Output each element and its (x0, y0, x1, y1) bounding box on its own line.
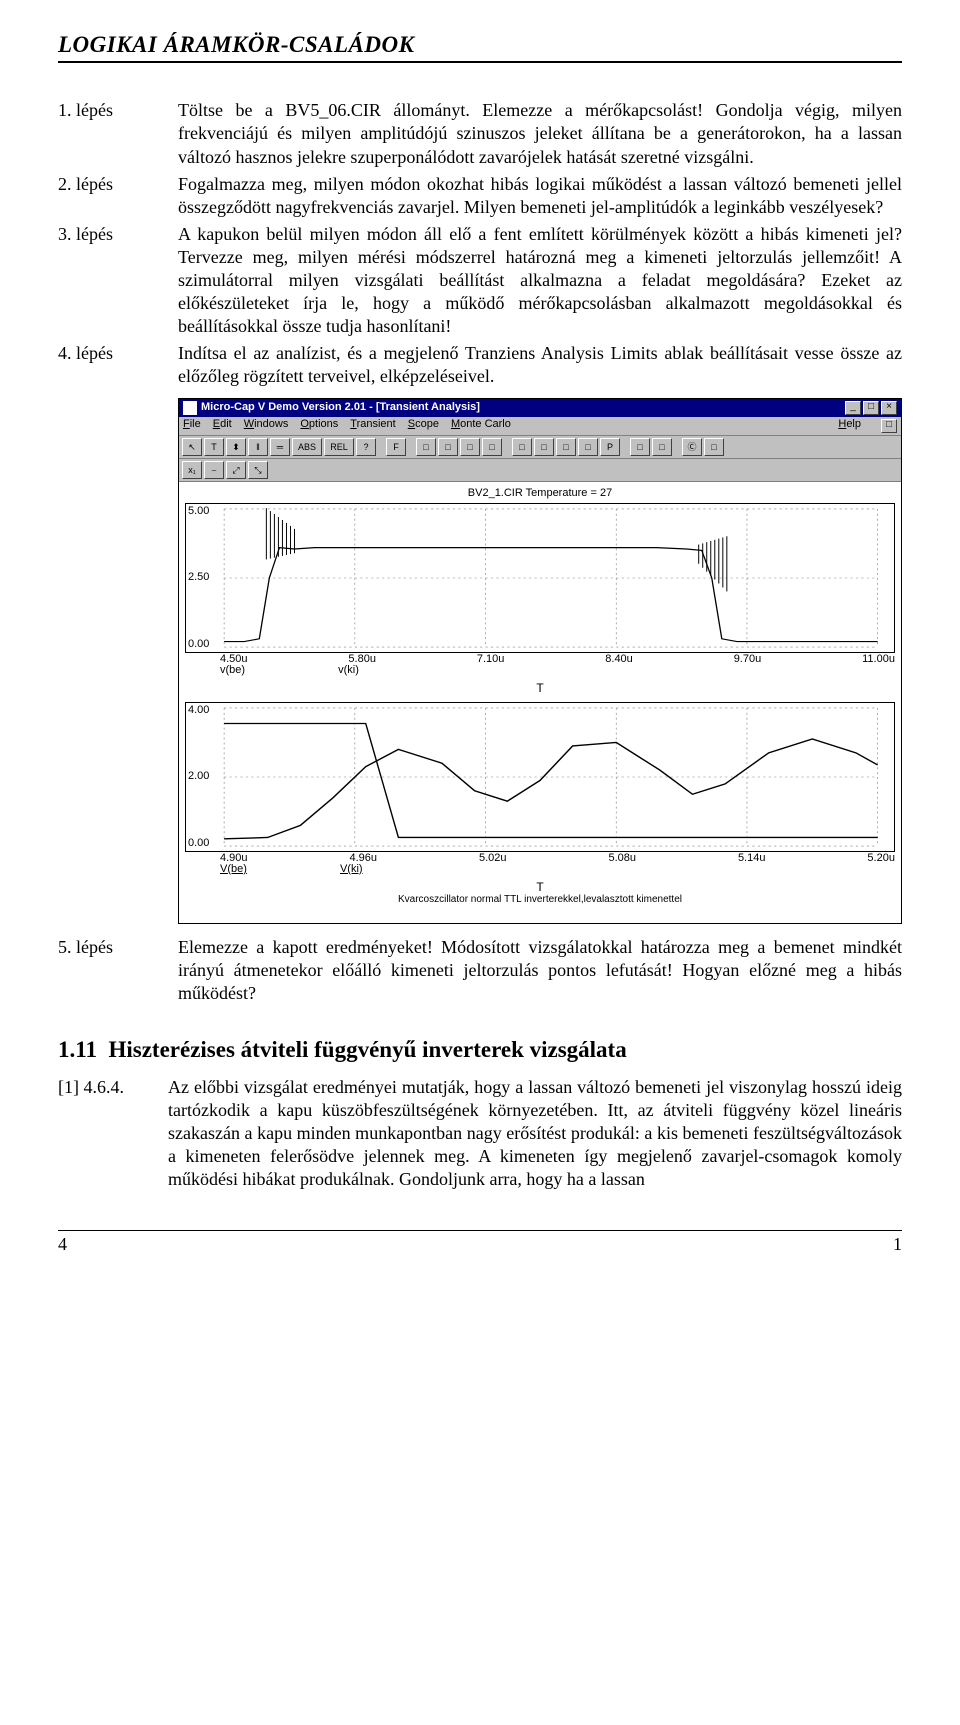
tool-icon[interactable]: □ (482, 438, 502, 456)
top-trace-labels: v(be) v(ki) (185, 665, 895, 676)
menu-windows[interactable]: Windows (244, 419, 289, 433)
xtick: 7.10u (477, 654, 505, 665)
top-xticks: 4.50u 5.80u 7.10u 8.40u 9.70u 11.00u (185, 654, 895, 665)
abs-button[interactable]: ABS (292, 438, 322, 456)
tool-icon[interactable]: ⤡ (248, 461, 268, 479)
tool-icon[interactable]: x₁ (182, 461, 202, 479)
ytick: 2.50 (188, 572, 209, 583)
step-text: Töltse be a BV5_06.CIR állományt. Elemez… (178, 99, 902, 172)
trace-label: V(ki) (340, 863, 363, 875)
menu-file[interactable]: File (183, 419, 201, 433)
top-axis-label: T (185, 682, 895, 694)
titlebar[interactable]: Micro-Cap V Demo Version 2.01 - [Transie… (179, 399, 901, 417)
ytick: 5.00 (188, 506, 209, 517)
tool-icon[interactable]: □ (578, 438, 598, 456)
xtick: 5.14u (738, 853, 766, 864)
xtick: 9.70u (734, 654, 762, 665)
menu-edit[interactable]: Edit (213, 419, 232, 433)
ytick: 4.00 (188, 705, 209, 716)
app-icon (183, 401, 197, 415)
tool-icon[interactable]: ⤢ (226, 461, 246, 479)
bottom-subtitle: Kvarcoszcillator normal TTL inverterekke… (185, 895, 895, 905)
bottom-xticks: 4.90u 4.96u 5.02u 5.08u 5.14u 5.20u (185, 853, 895, 864)
tool-icon[interactable]: □ (704, 438, 724, 456)
menu-scope[interactable]: Scope (408, 419, 439, 433)
tool-icon[interactable]: ⎯ (204, 461, 224, 479)
pointer-tool-icon[interactable]: ↖ (182, 438, 202, 456)
xtick: 8.40u (605, 654, 633, 665)
xtick: 5.20u (867, 853, 895, 864)
toolbar-row-1: ↖ T ⬍ ‖ ═ ABS REL ? F □ □ □ □ □ (179, 436, 901, 459)
plot-title: BV2_1.CIR Temperature = 27 (185, 488, 895, 499)
tool-icon[interactable]: P (600, 438, 620, 456)
tool-icon[interactable]: □ (652, 438, 672, 456)
tool-icon[interactable]: □ (438, 438, 458, 456)
step-text-span: Indítsa el az analízist, és a megjelenő … (178, 343, 902, 386)
xtick: 11.00u (862, 654, 895, 665)
minimize-button[interactable]: _ (845, 401, 861, 415)
xtick: 5.08u (608, 853, 636, 864)
tool-icon[interactable]: □ (416, 438, 436, 456)
window-title: Micro-Cap V Demo Version 2.01 - [Transie… (201, 402, 843, 413)
text-tool-icon[interactable]: T (204, 438, 224, 456)
trace-label: V(be) (220, 863, 247, 875)
bottom-plot[interactable]: 4.00 2.00 0.00 (185, 702, 895, 852)
bottom-axis-label: T (185, 881, 895, 893)
menu-options[interactable]: Options (300, 419, 338, 433)
step-label: 4. lépés (58, 342, 178, 936)
question-icon[interactable]: ? (356, 438, 376, 456)
section-title: Hiszterézises átviteli függvényű inverte… (108, 1037, 626, 1062)
menubar: File Edit Windows Options Transient Scop… (179, 417, 901, 436)
tool-icon[interactable]: □ (512, 438, 532, 456)
section-heading: 1.11 Hiszterézises átviteli függvényű in… (58, 1035, 902, 1064)
top-plot[interactable]: 5.00 2.50 0.00 (185, 503, 895, 653)
ytick: 0.00 (188, 838, 209, 849)
toolbar-row-2: x₁ ⎯ ⤢ ⤡ (179, 459, 901, 482)
tool-icon[interactable]: □ (630, 438, 650, 456)
trace-label: v(ki) (338, 664, 359, 676)
vert-cursor-icon[interactable]: ‖ (248, 438, 268, 456)
scale-tool-icon[interactable]: ⬍ (226, 438, 246, 456)
footer-left: 4 (58, 1233, 67, 1256)
page-header: LOGIKAI ÁRAMKÖR-CSALÁDOK (58, 30, 902, 63)
child-maximize-button[interactable]: □ (881, 419, 897, 433)
step-text: Elemezze a kapott eredményeket! Módosíto… (178, 936, 902, 1009)
tool-icon[interactable]: □ (556, 438, 576, 456)
tool-icon[interactable]: □ (534, 438, 554, 456)
page-footer: 4 1 (58, 1230, 902, 1256)
footer-right: 1 (893, 1233, 902, 1256)
run-icon[interactable]: F (386, 438, 406, 456)
step-text: Indítsa el az analízist, és a megjelenő … (178, 342, 902, 936)
section-number: 1.11 (58, 1037, 97, 1062)
reference-label: [1] 4.6.4. (58, 1076, 168, 1191)
reference-text: Az előbbi vizsgálat eredményei mutatják,… (168, 1076, 902, 1191)
maximize-button[interactable]: □ (863, 401, 879, 415)
trace-label: v(be) (220, 664, 245, 676)
bottom-trace-labels: V(be) V(ki) (185, 864, 895, 875)
menu-help[interactable]: Help (838, 419, 861, 433)
plot-area: BV2_1.CIR Temperature = 27 5.00 2.50 0.0… (179, 482, 901, 923)
ytick: 2.00 (188, 771, 209, 782)
close-button[interactable]: × (881, 401, 897, 415)
menu-transient[interactable]: Transient (350, 419, 395, 433)
tool-icon[interactable]: □ (460, 438, 480, 456)
reference-block: [1] 4.6.4. Az előbbi vizsgálat eredménye… (58, 1076, 902, 1191)
horiz-cursor-icon[interactable]: ═ (270, 438, 290, 456)
step-label: 5. lépés (58, 936, 178, 1009)
tool-icon[interactable]: Ⓒ (682, 438, 702, 456)
step-label: 1. lépés (58, 99, 178, 172)
app-window: Micro-Cap V Demo Version 2.01 - [Transie… (178, 398, 902, 924)
steps-block: 1. lépés Töltse be a BV5_06.CIR állomány… (58, 99, 902, 1008)
menu-montecarlo[interactable]: Monte Carlo (451, 419, 511, 433)
step-label: 2. lépés (58, 173, 178, 223)
ytick: 0.00 (188, 639, 209, 650)
xtick: 5.02u (479, 853, 507, 864)
step-label: 3. lépés (58, 223, 178, 342)
step-text: Fogalmazza meg, milyen módon okozhat hib… (178, 173, 902, 223)
rel-button[interactable]: REL (324, 438, 354, 456)
step-text: A kapukon belül milyen módon áll elő a f… (178, 223, 902, 342)
